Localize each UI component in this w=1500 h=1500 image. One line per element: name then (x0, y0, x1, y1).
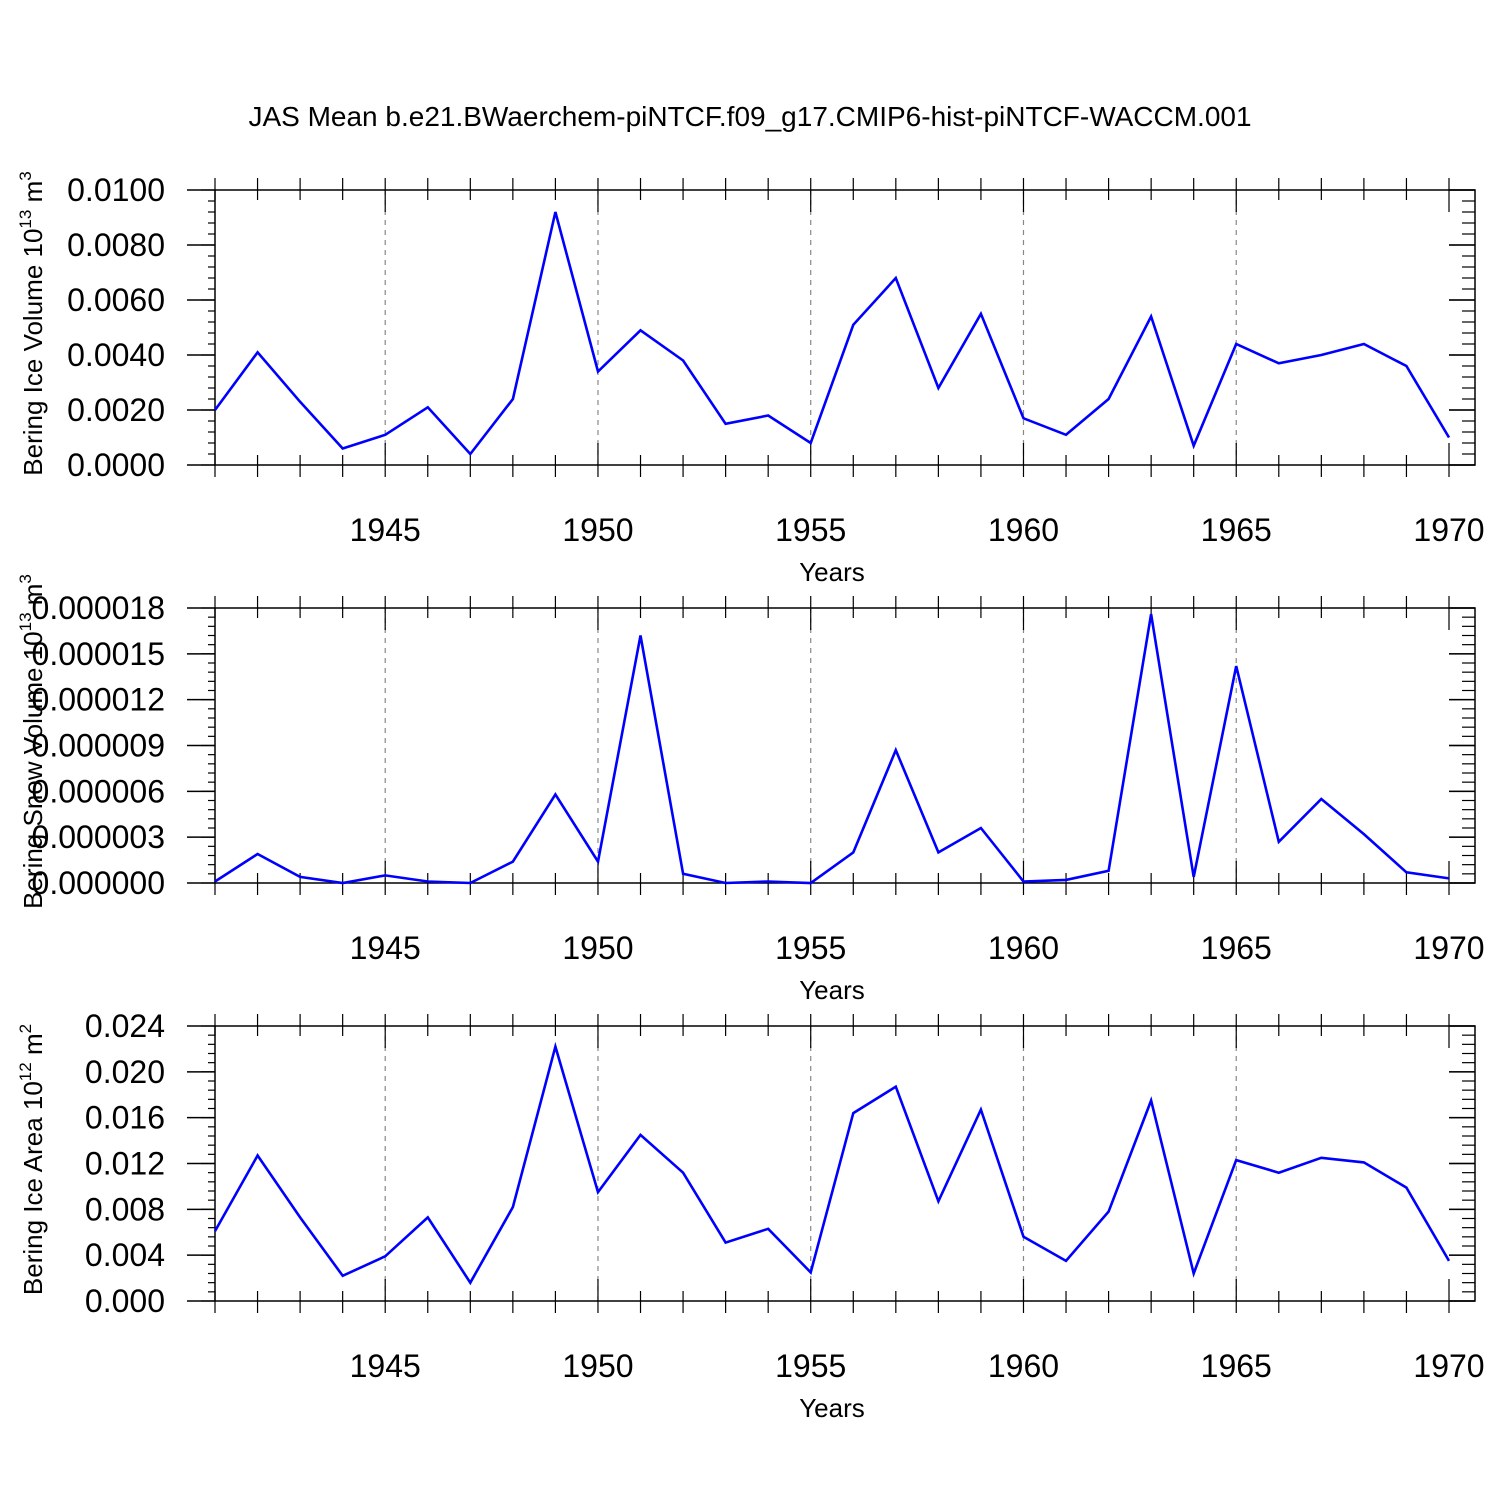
x-tick-label: 1970 (1413, 930, 1484, 966)
y-tick-label: 0.000000 (32, 865, 165, 901)
x-tick-label: 1950 (562, 1348, 633, 1384)
x-tick-label: 1945 (350, 930, 421, 966)
figure-title: JAS Mean b.e21.BWaerchem-piNTCF.f09_g17.… (248, 101, 1251, 132)
y-tick-label: 0.0060 (67, 282, 165, 318)
y-tick-label: 0.000012 (32, 682, 165, 718)
y-tick-label: 0.008 (85, 1191, 165, 1227)
y-tick-label: 0.0080 (67, 227, 165, 263)
x-tick-label: 1970 (1413, 512, 1484, 548)
plot-frame (214, 189, 1476, 466)
y-tick-label: 0.0020 (67, 392, 165, 428)
panels: 0.0000 0.0020 0.0040 0.0060 0.0080 0.0100 1945… (16, 171, 1485, 1423)
chart-panel-1: 0.0000 0.0020 0.0040 0.0060 0.0080 0.0100 1945… (16, 171, 1485, 587)
y-axis-label: Bering Ice Volume 1013 m3 (16, 171, 48, 475)
y-tick-label: 0.000006 (32, 773, 165, 809)
x-tick-label: 1950 (562, 930, 633, 966)
y-tick-label: 0.020 (85, 1054, 165, 1090)
x-tick-label: 1945 (350, 512, 421, 548)
x-tick-label: 1960 (988, 512, 1059, 548)
x-axis-label: Years (799, 975, 865, 1005)
y-tick-label: 0.000 (85, 1283, 165, 1319)
chart-panel-2: 0.000000 0.000003 0.000006 0.000009 0.000012… (16, 574, 1485, 1005)
plot-frame (214, 1025, 1476, 1302)
x-tick-label: 1970 (1413, 1348, 1484, 1384)
x-tick-label: 1955 (775, 512, 846, 548)
y-axis-label: Bering Ice Area 1012 m2 (16, 1024, 48, 1295)
y-tick-label: 0.016 (85, 1100, 165, 1136)
y-tick-label: 0.000015 (32, 636, 165, 672)
chart-panel-3: 0.000 0.004 0.008 0.012 0.016 0.020 0.024 1945 1… (16, 1008, 1485, 1423)
x-tick-label: 1945 (350, 1348, 421, 1384)
x-tick-label: 1965 (1201, 1348, 1272, 1384)
x-tick-label: 1955 (775, 1348, 846, 1384)
y-tick-label: 0.000009 (32, 728, 165, 764)
x-axis-label: Years (799, 557, 865, 587)
x-tick-label: 1960 (988, 930, 1059, 966)
series-line (214, 613, 1450, 885)
y-tick-label: 0.0000 (67, 447, 165, 483)
y-tick-label: 0.004 (85, 1237, 165, 1273)
y-tick-label: 0.000018 (32, 590, 165, 626)
series-line (213, 211, 1451, 457)
x-tick-label: 1950 (562, 512, 633, 548)
plot-frame (214, 607, 1476, 884)
y-axis-label: Bering Snow Volume 1013 m3 (16, 574, 48, 909)
x-tick-label: 1965 (1201, 930, 1272, 966)
x-axis-label: Years (799, 1393, 865, 1423)
y-tick-label: 0.0100 (67, 172, 165, 208)
y-tick-label: 0.024 (85, 1008, 165, 1044)
x-tick-label: 1955 (775, 930, 846, 966)
y-tick-label: 0.000003 (32, 819, 165, 855)
x-tick-label: 1960 (988, 1348, 1059, 1384)
x-tick-label: 1965 (1201, 512, 1272, 548)
y-tick-label: 0.0040 (67, 337, 165, 373)
series-line (213, 1041, 1451, 1286)
y-tick-label: 0.012 (85, 1146, 165, 1182)
